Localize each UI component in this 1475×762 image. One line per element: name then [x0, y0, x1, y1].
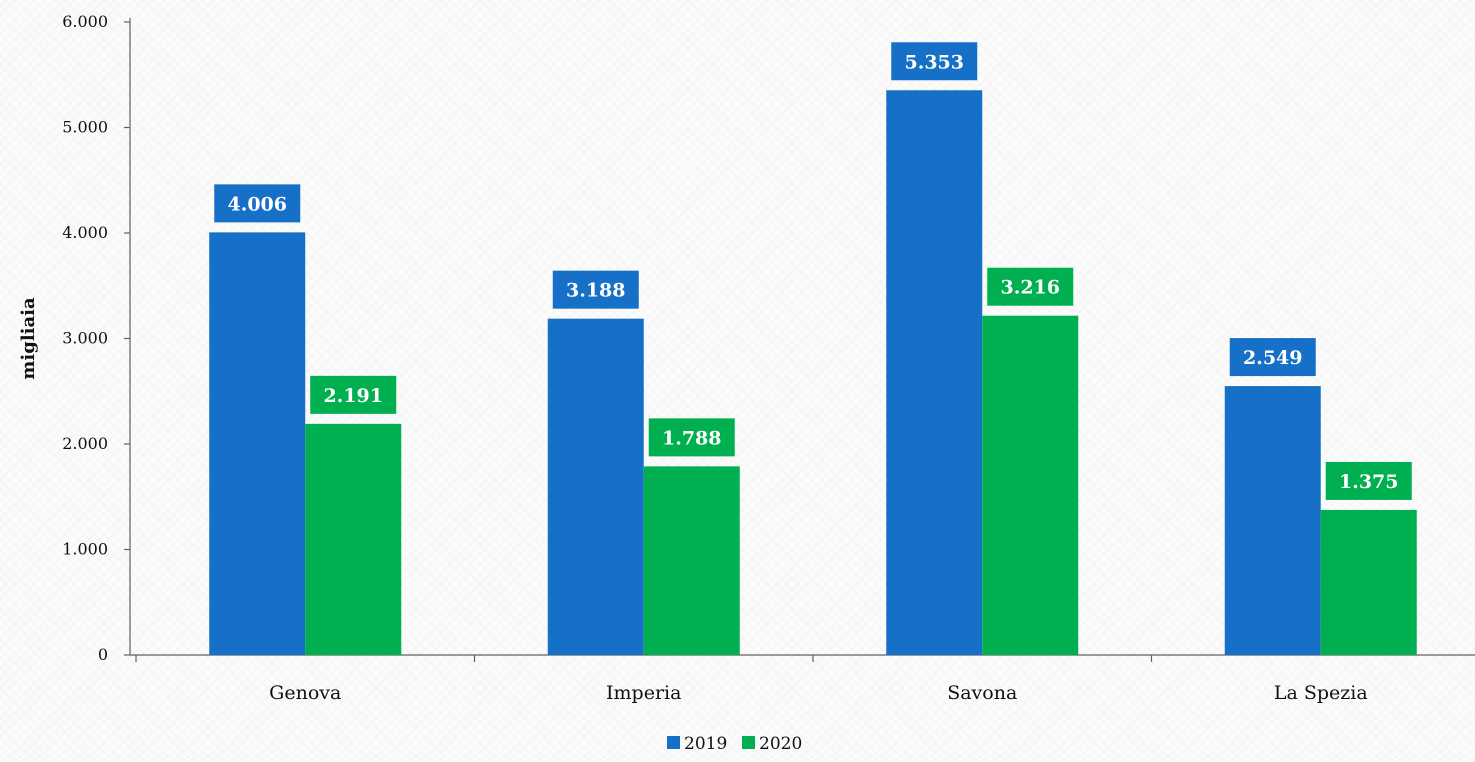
bar-2020-savona [982, 315, 1079, 655]
bar-2019-genova [209, 232, 306, 655]
y-tick-label: 4.000 [62, 223, 108, 242]
x-category-label: Imperia [606, 682, 681, 704]
y-tick-label: 0 [98, 645, 108, 664]
data-label: 2.191 [324, 385, 384, 407]
data-label: 3.188 [566, 280, 626, 302]
y-tick-label: 2.000 [62, 434, 108, 453]
legend-swatch-2020 [742, 736, 755, 749]
data-label-box [987, 267, 1074, 306]
x-category-label: La Spezia [1274, 682, 1368, 704]
legend-swatch-2019 [667, 736, 680, 749]
data-label-box [891, 42, 978, 81]
data-label-box [552, 270, 639, 309]
legend-label-2019: 2019 [684, 734, 727, 754]
bar-2019-la-spezia [1224, 386, 1321, 655]
data-label: 1.788 [662, 427, 722, 449]
x-category-label: Genova [269, 682, 341, 704]
data-label: 3.216 [1001, 277, 1061, 299]
bar-2020-imperia [643, 466, 740, 655]
x-category-label: Savona [947, 682, 1017, 704]
bar-2020-genova [305, 423, 402, 655]
data-label: 2.549 [1243, 347, 1303, 369]
bar-2020-la-spezia [1320, 509, 1417, 655]
data-label-box [648, 418, 735, 457]
bar-2019-savona [886, 90, 983, 656]
data-label: 1.375 [1339, 471, 1399, 493]
data-label: 4.006 [228, 193, 288, 215]
data-label: 5.353 [905, 51, 965, 73]
legend-label-2020: 2020 [759, 734, 802, 754]
y-tick-label: 5.000 [62, 118, 108, 137]
bar-2019-imperia [547, 318, 644, 655]
y-tick-label: 1.000 [62, 540, 108, 559]
y-axis-title: migliaia [18, 297, 39, 380]
data-label-box [214, 184, 301, 223]
data-label-box [310, 375, 397, 414]
y-tick-label: 3.000 [62, 329, 108, 348]
data-label-box [1325, 461, 1412, 500]
y-tick-label: 6.000 [62, 12, 108, 31]
data-label-box [1229, 338, 1316, 377]
